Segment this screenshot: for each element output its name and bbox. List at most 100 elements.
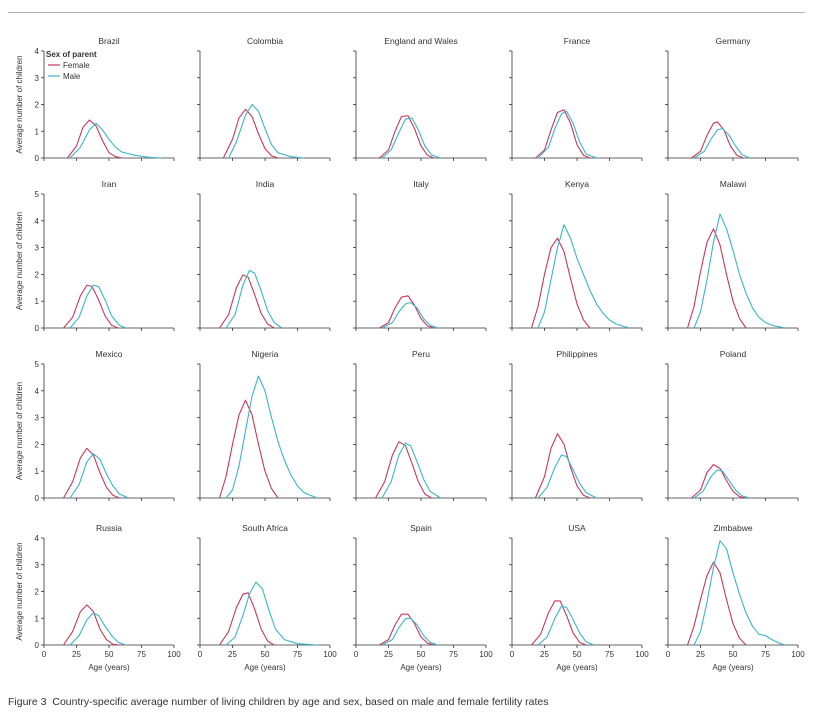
x-tick-label: 100	[167, 650, 181, 659]
legend-item: Male	[63, 72, 81, 81]
x-axis-label: Age (years)	[88, 663, 130, 672]
y-tick-label: 4	[35, 47, 40, 56]
panel-title: Kenya	[565, 179, 589, 189]
y-tick-label: 1	[35, 297, 40, 306]
male-series-line	[693, 540, 786, 646]
panel-italy: Italy	[353, 179, 487, 331]
x-tick-label: 50	[573, 650, 582, 659]
panel-title: South Africa	[242, 523, 288, 533]
small-multiples-chart: Brazil 0 1 2 3 4 Average number of children Sex…	[15, 36, 805, 672]
x-tick-label: 25	[72, 650, 81, 659]
x-tick-label: 50	[729, 650, 738, 659]
y-tick-label: 1	[35, 127, 40, 136]
panel-zimbabwe: Zimbabwe 0 25 50 75 100 Age (years)	[665, 523, 805, 672]
y-tick-label: 0	[35, 494, 40, 503]
female-series-line	[219, 592, 275, 646]
y-tick-label: 5	[35, 360, 40, 369]
panel-kenya: Kenya	[509, 179, 643, 331]
male-series-line	[225, 375, 318, 499]
female-series-line	[535, 109, 591, 159]
female-series-line	[66, 119, 123, 159]
panel-title: Malawi	[720, 179, 747, 189]
male-series-line	[69, 122, 162, 159]
male-series-line	[693, 213, 786, 329]
female-series-line	[222, 108, 279, 159]
male-series-line	[381, 442, 441, 499]
y-tick-label: 1	[35, 614, 40, 623]
male-series-line	[537, 454, 597, 499]
male-series-line	[693, 469, 751, 499]
panel-title: Russia	[96, 523, 122, 533]
x-tick-label: 50	[105, 650, 114, 659]
panel-title: Colombia	[247, 36, 283, 46]
y-tick-label: 3	[35, 414, 40, 423]
x-tick-label: 50	[261, 650, 270, 659]
female-series-line	[379, 115, 435, 159]
x-tick-label: 50	[417, 650, 426, 659]
y-tick-label: 2	[35, 440, 40, 449]
y-axis-label: Average number of children	[15, 382, 24, 480]
y-tick-label: 3	[35, 244, 40, 253]
panel-title: Nigeria	[252, 349, 279, 359]
y-axis-label: Average number of children	[15, 55, 24, 153]
x-tick-label: 0	[666, 650, 671, 659]
panel-title: Italy	[413, 179, 429, 189]
y-tick-label: 4	[35, 387, 40, 396]
legend-item: Female	[63, 61, 90, 70]
male-series-line	[537, 224, 630, 329]
panel-india: India	[197, 179, 331, 331]
x-tick-label: 75	[293, 650, 302, 659]
y-tick-label: 0	[35, 324, 40, 333]
panel-mexico: Mexico 0 1 2 3 4 5 Average number of children	[15, 349, 175, 503]
y-tick-label: 2	[35, 588, 40, 597]
figure-caption: Figure 3 Country-specific average number…	[8, 696, 548, 708]
panel-brazil: Brazil 0 1 2 3 4 Average number of children Sex…	[15, 36, 175, 163]
x-tick-label: 0	[510, 650, 515, 659]
y-tick-label: 1	[35, 467, 40, 476]
x-tick-label: 0	[42, 650, 47, 659]
top-rule	[8, 12, 805, 13]
x-tick-label: 0	[198, 650, 203, 659]
figure-caption-text: Country-specific average number of livin…	[52, 696, 549, 708]
y-tick-label: 5	[35, 190, 40, 199]
male-series-line	[537, 110, 597, 159]
panel-title: Peru	[412, 349, 430, 359]
legend: Sex of parent Female Male	[46, 50, 97, 81]
panel-spain: Spain 0 25 50 75 100 Age (years)	[353, 523, 493, 672]
x-tick-label: 25	[384, 650, 393, 659]
female-series-line	[691, 463, 747, 499]
panel-title: India	[256, 179, 275, 189]
male-series-line	[381, 117, 441, 159]
x-axis-label: Age (years)	[244, 663, 286, 672]
x-tick-label: 100	[323, 650, 337, 659]
male-series-line	[693, 128, 751, 159]
panel-philippines: Philippines	[509, 349, 643, 501]
female-series-line	[63, 604, 120, 646]
female-series-line	[379, 613, 435, 646]
panel-title: Philippines	[556, 349, 597, 359]
x-tick-label: 75	[605, 650, 614, 659]
panel-peru: Peru	[353, 349, 487, 501]
panel-malawi: Malawi	[665, 179, 799, 331]
male-series-line	[225, 581, 318, 646]
panel-title: Zimbabwe	[713, 523, 752, 533]
x-tick-label: 100	[479, 650, 493, 659]
male-series-line	[69, 612, 127, 646]
female-series-line	[691, 121, 744, 159]
y-tick-label: 2	[35, 101, 40, 110]
male-series-line	[381, 301, 439, 329]
figure-label: Figure 3	[8, 696, 47, 708]
y-tick-label: 0	[35, 154, 40, 163]
panel-russia: Russia 0 1 2 3 4 0 25 50 75 100 Age (years) Average …	[15, 523, 181, 672]
male-series-line	[225, 269, 283, 329]
panel-title: France	[564, 36, 591, 46]
panel-france: France	[509, 36, 643, 161]
panel-nigeria: Nigeria	[197, 349, 331, 501]
y-tick-label: 4	[35, 534, 40, 543]
y-tick-label: 3	[35, 561, 40, 570]
panel-germany: Germany	[665, 36, 799, 161]
x-tick-label: 0	[354, 650, 359, 659]
panel-colombia: Colombia	[197, 36, 331, 161]
y-axis-label: Average number of children	[15, 542, 24, 640]
female-series-line	[379, 295, 435, 329]
